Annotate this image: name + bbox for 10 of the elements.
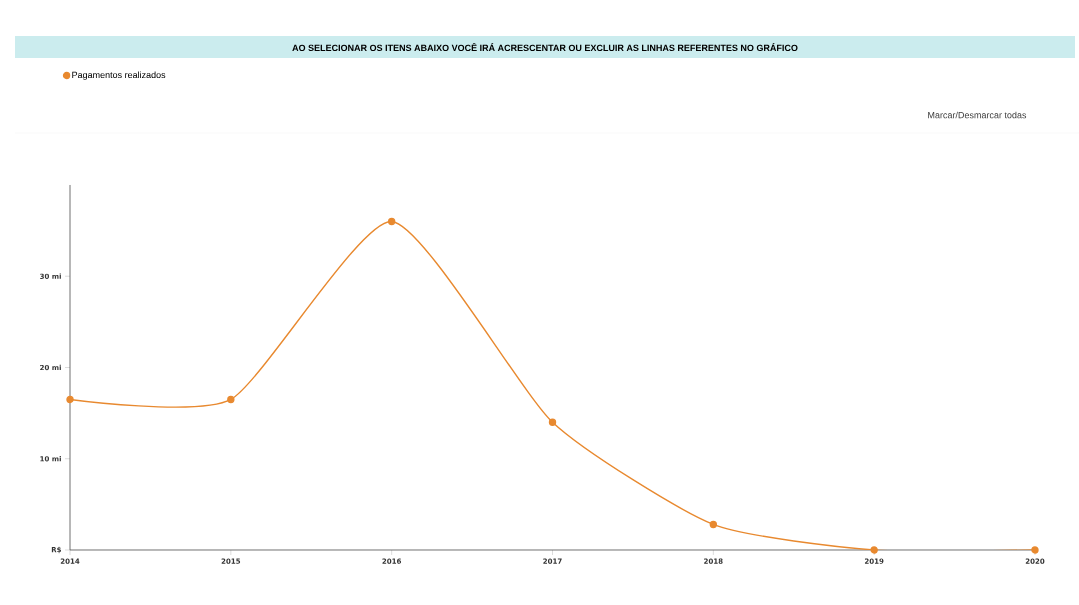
point [1031, 546, 1039, 554]
point [66, 395, 74, 404]
point [548, 418, 557, 426]
point [709, 520, 718, 529]
text: Marcar/Desmarcar todas [928, 111, 1027, 119]
point [387, 217, 396, 226]
chart-title: AO SELECIONAR OS ITENS ABAIXO VOCÊ IRÁ ACRESCENTAR OU EXCLUIR AS LINHAS REFERENTES NO GRÁFICO [292, 42, 798, 52]
legend-label: Pagamentos realizados [72, 71, 166, 80]
point [870, 546, 878, 554]
point [227, 395, 235, 404]
